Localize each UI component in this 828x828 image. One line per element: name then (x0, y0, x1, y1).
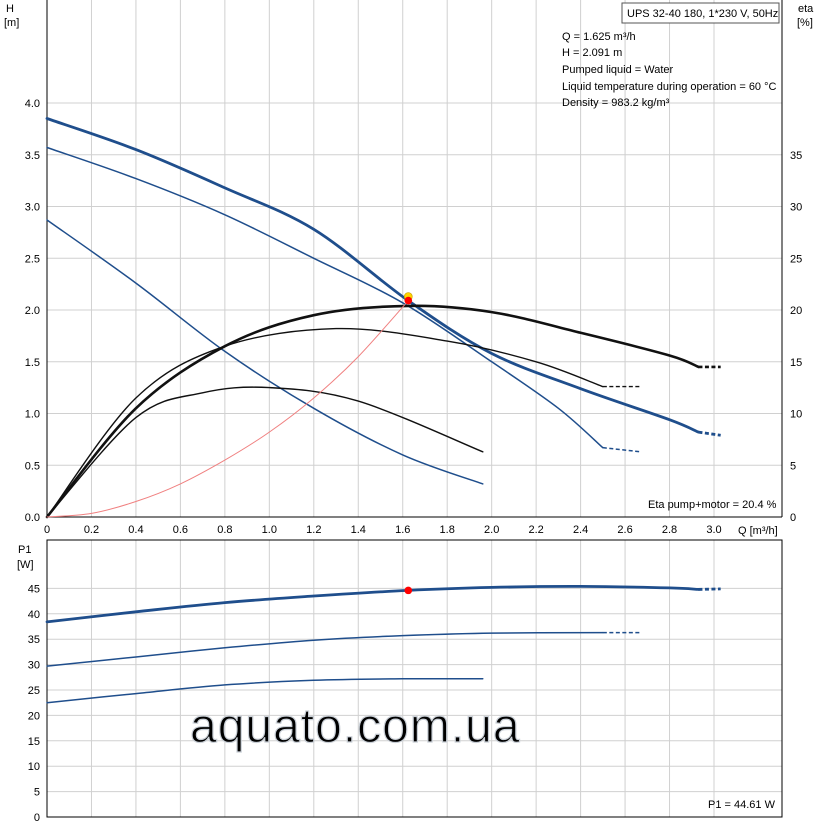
head-tick-label: 0.0 (25, 512, 40, 524)
x-tick-label: 2.2 (528, 524, 543, 536)
power-tick-label: 20 (28, 710, 40, 722)
x-tick-label: 2.0 (484, 524, 499, 536)
tick-layer: 0 0.2 0.4 0.6 0.8 1.0 1.2 1.4 1.6 1.8 2.0 2.2 2.4 2.6… (25, 98, 803, 824)
power-panel-frame (46, 539, 783, 818)
x-tick-label: 0.4 (128, 524, 143, 536)
x-tick-label: 0.2 (84, 524, 99, 536)
x-tick-label: 1.2 (306, 524, 321, 536)
head-curve (46, 146, 604, 449)
duty-point-marker (404, 296, 413, 305)
head-tick-label: 4.0 (25, 98, 40, 110)
eta-curve (46, 327, 604, 518)
eta-annotation: Eta pump+motor = 20.4 % (648, 499, 777, 511)
x-tick-label: 0.6 (173, 524, 188, 536)
head-tick-label: 0.5 (25, 460, 40, 472)
power-duty-point-marker (404, 586, 413, 595)
eta-curve (45, 304, 700, 519)
head-tick-label: 2.0 (25, 305, 40, 317)
eta-tick-label: 35 (790, 150, 802, 162)
curve-layer (45, 117, 721, 704)
power-tick-label: 15 (28, 736, 40, 748)
model-label: UPS 32-40 180, 1*230 V, 50Hz (627, 8, 778, 20)
model-label-box (621, 2, 780, 24)
eta-tick-label: 30 (790, 202, 802, 214)
x-tick-label: 3.0 (706, 524, 721, 536)
eta-tick-label: 5 (790, 460, 796, 472)
power-tick-label: 0 (34, 812, 40, 824)
eta-axis-label: eta (798, 3, 814, 15)
head-curve (46, 219, 484, 485)
grid-layer (46, 0, 782, 818)
x-tick-label: 2.6 (617, 524, 632, 536)
x-tick-label: 0 (44, 524, 50, 536)
info-line: Density = 983.2 kg/m³ (562, 97, 670, 109)
power-curve (46, 631, 604, 667)
power-tick-label: 40 (28, 609, 40, 621)
info-line: H = 2.091 m (562, 47, 622, 59)
eta-tick-label: 20 (790, 305, 802, 317)
eta-axis-unit: [%] (797, 17, 813, 29)
x-tick-label: 2.4 (573, 524, 588, 536)
point-layer (403, 292, 413, 595)
flow-axis-label: Q [m³/h] (738, 525, 778, 537)
eta-curve (46, 386, 484, 518)
power-tick-label: 35 (28, 634, 40, 646)
x-tick-label: 1.8 (440, 524, 455, 536)
x-tick-label: 0.8 (217, 524, 232, 536)
head-tick-label: 1.0 (25, 409, 40, 421)
info-line: Q = 1.625 m³/h (562, 31, 636, 43)
head-tick-label: 2.5 (25, 253, 40, 265)
x-tick-label: 1.6 (395, 524, 410, 536)
power-tick-label: 45 (28, 583, 40, 595)
head-tick-label: 1.5 (25, 357, 40, 369)
info-line: Pumped liquid = Water (562, 64, 674, 76)
head-axis-unit: [m] (4, 17, 19, 29)
x-tick-label: 1.0 (262, 524, 277, 536)
eta-tick-label: 25 (790, 253, 802, 265)
watermark: aquato.com.ua (190, 700, 521, 753)
system-curve (46, 300, 409, 518)
eta-tick-label: 0 (790, 512, 796, 524)
power-curve-extension (698, 587, 721, 591)
power-curve (46, 677, 484, 704)
power-tick-label: 10 (28, 761, 40, 773)
head-curve-extension (698, 430, 721, 437)
x-tick-label: 1.4 (351, 524, 366, 536)
head-tick-label: 3.0 (25, 202, 40, 214)
info-line: Liquid temperature during operation = 60… (562, 81, 777, 93)
eta-tick-label: 15 (790, 357, 802, 369)
power-axis-unit: [W] (17, 559, 34, 571)
power-tick-label: 25 (28, 685, 40, 697)
operating-info: Q = 1.625 m³/h H = 2.091 m Pumped liquid… (562, 31, 777, 109)
eta-tick-label: 10 (790, 409, 802, 421)
power-curve (45, 584, 700, 624)
power-tick-label: 5 (34, 787, 40, 799)
head-curve-extension (602, 446, 641, 453)
head-axis-label: H (6, 3, 14, 15)
power-tick-label: 30 (28, 660, 40, 672)
x-tick-label: 2.8 (662, 524, 677, 536)
power-annotation: P1 = 44.61 W (708, 799, 776, 811)
head-tick-label: 3.5 (25, 150, 40, 162)
frame-layer (46, 0, 783, 818)
power-axis-label: P1 (18, 544, 31, 556)
